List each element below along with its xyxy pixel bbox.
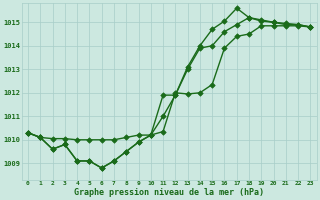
X-axis label: Graphe pression niveau de la mer (hPa): Graphe pression niveau de la mer (hPa) — [74, 188, 264, 197]
